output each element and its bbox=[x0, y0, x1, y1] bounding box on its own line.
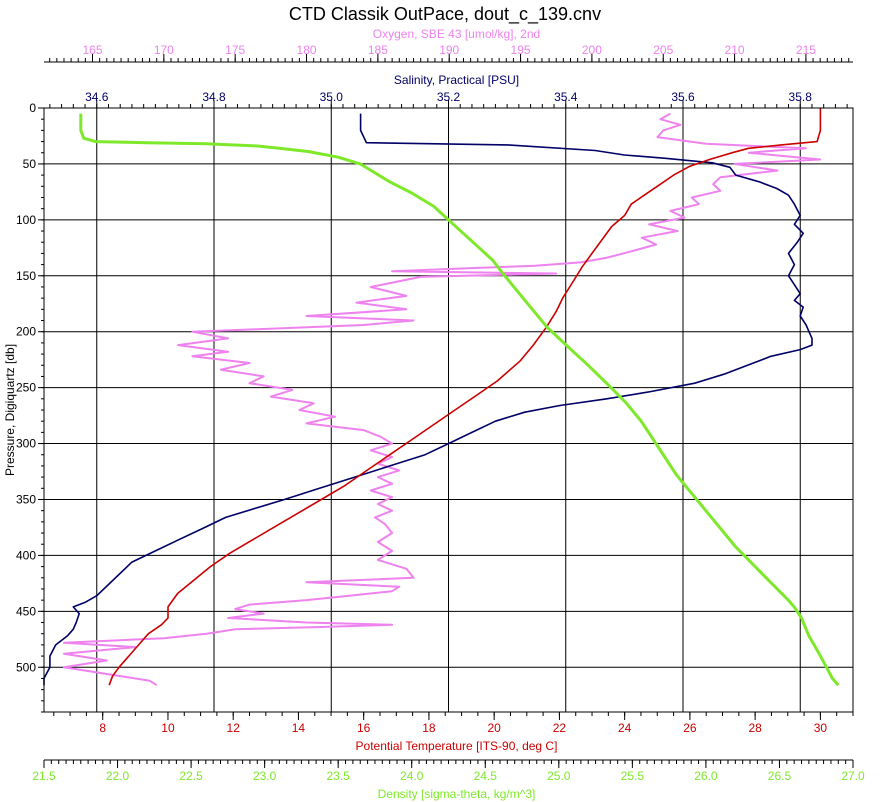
series-line-salinity bbox=[43, 113, 813, 686]
tick-label-density: 21.5 bbox=[32, 769, 56, 783]
tick-label-oxygen: 170 bbox=[154, 43, 174, 57]
tick-label-density: 26.0 bbox=[694, 769, 718, 783]
tick-label-salinity: 35.0 bbox=[320, 90, 344, 104]
tick-label-oxygen: 190 bbox=[439, 43, 459, 57]
series-line-oxygen bbox=[63, 112, 822, 687]
tick-label-temperature: 28 bbox=[748, 721, 762, 735]
tick-label-temperature: 20 bbox=[487, 721, 501, 735]
tick-label-pressure: 500 bbox=[16, 660, 36, 674]
axis-label-oxygen: Oxygen, SBE 43 [umol/kg], 2nd bbox=[373, 27, 540, 41]
tick-label-pressure: 100 bbox=[16, 213, 36, 227]
tick-label-temperature: 24 bbox=[618, 721, 632, 735]
tick-label-oxygen: 205 bbox=[653, 43, 673, 57]
tick-label-temperature: 16 bbox=[357, 721, 371, 735]
tick-label-pressure: 400 bbox=[16, 548, 36, 562]
tick-label-salinity: 35.4 bbox=[554, 90, 578, 104]
axis-label-pressure: Pressure, Digiquartz [db] bbox=[3, 344, 17, 476]
tick-label-temperature: 30 bbox=[814, 721, 828, 735]
axes-layer: 0 50 100 150 200 250 300 350 400 450 500 Pressure, … bbox=[3, 27, 865, 801]
tick-label-density: 24.0 bbox=[400, 769, 424, 783]
series-line-density bbox=[79, 113, 840, 687]
axis-label-temperature: Potential Temperature [ITS-90, deg C] bbox=[356, 739, 558, 753]
tick-label-oxygen: 185 bbox=[368, 43, 388, 57]
tick-label-temperature: 14 bbox=[292, 721, 306, 735]
tick-label-density: 22.0 bbox=[106, 769, 130, 783]
tick-label-oxygen: 210 bbox=[725, 43, 745, 57]
tick-label-temperature: 26 bbox=[683, 721, 697, 735]
tick-label-pressure: 150 bbox=[16, 269, 36, 283]
tick-label-pressure: 300 bbox=[16, 437, 36, 451]
tick-label-density: 27.0 bbox=[841, 769, 865, 783]
tick-label-density: 25.0 bbox=[547, 769, 571, 783]
tick-label-density: 22.5 bbox=[179, 769, 203, 783]
tick-label-oxygen: 165 bbox=[82, 43, 102, 57]
tick-label-temperature: 8 bbox=[99, 721, 106, 735]
tick-label-oxygen: 215 bbox=[796, 43, 816, 57]
tick-label-pressure: 450 bbox=[16, 604, 36, 618]
axis-label-salinity: Salinity, Practical [PSU] bbox=[394, 73, 519, 87]
series-layer bbox=[43, 108, 840, 687]
chart-title: CTD Classik OutPace, dout_c_139.cnv bbox=[289, 4, 601, 25]
tick-label-temperature: 18 bbox=[422, 721, 436, 735]
tick-label-oxygen: 175 bbox=[225, 43, 245, 57]
series-line-temperature bbox=[108, 108, 822, 686]
axis-label-density: Density [sigma-theta, kg/m^3] bbox=[378, 787, 536, 801]
tick-label-density: 26.5 bbox=[768, 769, 792, 783]
grid bbox=[44, 107, 853, 712]
tick-label-oxygen: 200 bbox=[582, 43, 602, 57]
tick-label-pressure: 50 bbox=[23, 157, 37, 171]
tick-label-oxygen: 195 bbox=[511, 43, 531, 57]
tick-label-pressure: 250 bbox=[16, 381, 36, 395]
tick-label-density: 23.0 bbox=[253, 769, 277, 783]
tick-label-salinity: 35.6 bbox=[671, 90, 695, 104]
tick-label-temperature: 12 bbox=[227, 721, 241, 735]
tick-label-oxygen: 180 bbox=[297, 43, 317, 57]
tick-label-pressure: 0 bbox=[29, 101, 36, 115]
tick-label-salinity: 35.8 bbox=[789, 90, 813, 104]
tick-label-temperature: 10 bbox=[161, 721, 175, 735]
tick-label-density: 25.5 bbox=[621, 769, 645, 783]
tick-label-salinity: 34.6 bbox=[85, 90, 109, 104]
tick-label-salinity: 34.8 bbox=[202, 90, 226, 104]
tick-label-density: 24.5 bbox=[474, 769, 498, 783]
tick-label-pressure: 200 bbox=[16, 325, 36, 339]
tick-label-salinity: 35.2 bbox=[437, 90, 461, 104]
tick-label-pressure: 350 bbox=[16, 492, 36, 506]
tick-label-density: 23.5 bbox=[327, 769, 351, 783]
tick-label-temperature: 22 bbox=[553, 721, 567, 735]
